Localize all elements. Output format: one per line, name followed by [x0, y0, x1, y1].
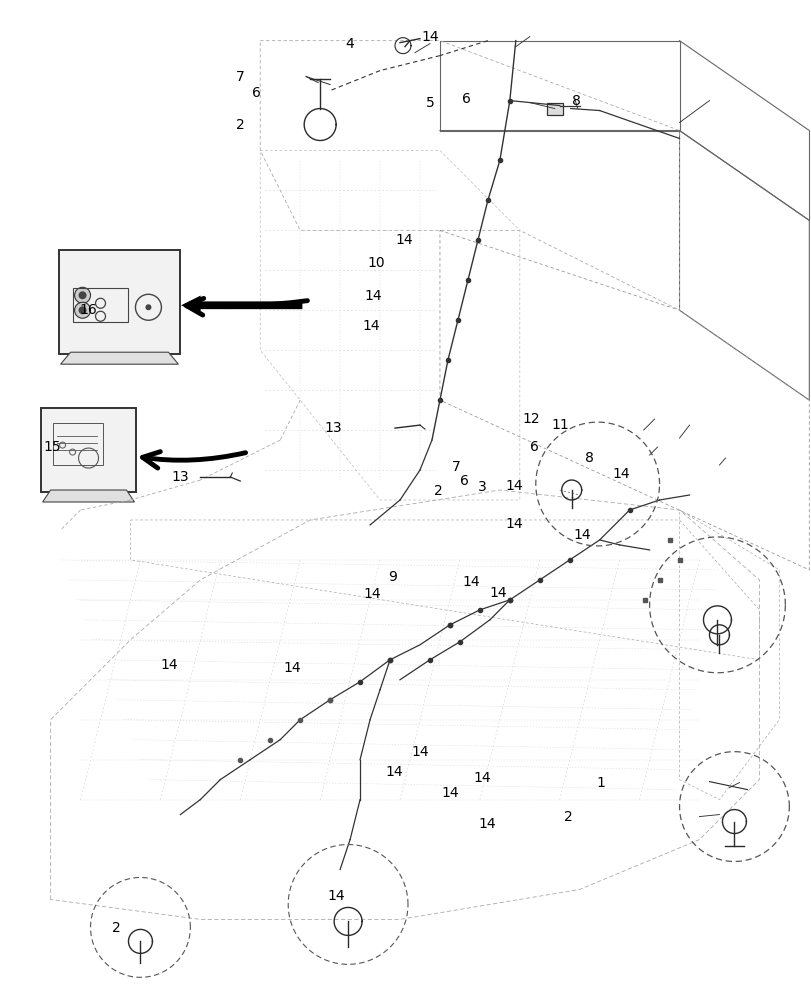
Text: 8: 8: [584, 451, 593, 465]
Text: 2: 2: [236, 118, 245, 132]
Text: 15: 15: [44, 440, 62, 454]
Text: 6: 6: [529, 440, 538, 454]
Text: 14: 14: [411, 745, 429, 759]
Text: 7: 7: [236, 70, 245, 84]
Text: 8: 8: [571, 94, 580, 108]
Polygon shape: [42, 490, 135, 502]
Text: 3: 3: [477, 480, 486, 494]
Text: 14: 14: [385, 765, 403, 779]
Text: 14: 14: [573, 528, 590, 542]
Circle shape: [75, 302, 91, 318]
FancyBboxPatch shape: [41, 408, 136, 492]
Text: 14: 14: [421, 30, 439, 44]
Text: 5: 5: [426, 96, 434, 110]
Text: 6: 6: [461, 92, 470, 106]
FancyBboxPatch shape: [58, 250, 180, 354]
Text: 14: 14: [362, 319, 380, 333]
Text: 6: 6: [459, 474, 468, 488]
Text: 6: 6: [251, 86, 260, 100]
Text: 14: 14: [478, 817, 496, 831]
Circle shape: [79, 306, 87, 314]
Text: 14: 14: [283, 661, 301, 675]
Text: 14: 14: [440, 786, 458, 800]
Circle shape: [75, 287, 91, 303]
Text: 14: 14: [505, 517, 523, 531]
Text: 14: 14: [461, 575, 479, 589]
Bar: [53, 423, 102, 465]
Text: 14: 14: [363, 587, 380, 601]
Text: 2: 2: [112, 921, 121, 935]
Text: 12: 12: [522, 412, 540, 426]
Polygon shape: [61, 352, 178, 364]
Text: 14: 14: [612, 467, 629, 481]
Bar: [72, 288, 128, 322]
Text: 11: 11: [551, 418, 569, 432]
Text: 2: 2: [563, 810, 572, 824]
Text: 14: 14: [161, 658, 178, 672]
Bar: [546, 103, 562, 115]
Circle shape: [145, 304, 151, 310]
Text: 1: 1: [595, 776, 604, 790]
Text: 9: 9: [388, 570, 397, 584]
Text: 14: 14: [395, 233, 413, 247]
Text: 14: 14: [489, 586, 507, 600]
Text: 16: 16: [79, 303, 97, 317]
Text: 10: 10: [367, 256, 384, 270]
Text: 4: 4: [345, 37, 354, 51]
Text: 2: 2: [434, 484, 442, 498]
Text: 13: 13: [172, 470, 189, 484]
Text: 14: 14: [364, 289, 382, 303]
Text: 14: 14: [327, 889, 345, 903]
Text: 13: 13: [324, 421, 341, 435]
Circle shape: [79, 291, 87, 299]
Text: 14: 14: [473, 771, 491, 785]
Text: 14: 14: [505, 479, 523, 493]
Text: 7: 7: [452, 460, 460, 474]
